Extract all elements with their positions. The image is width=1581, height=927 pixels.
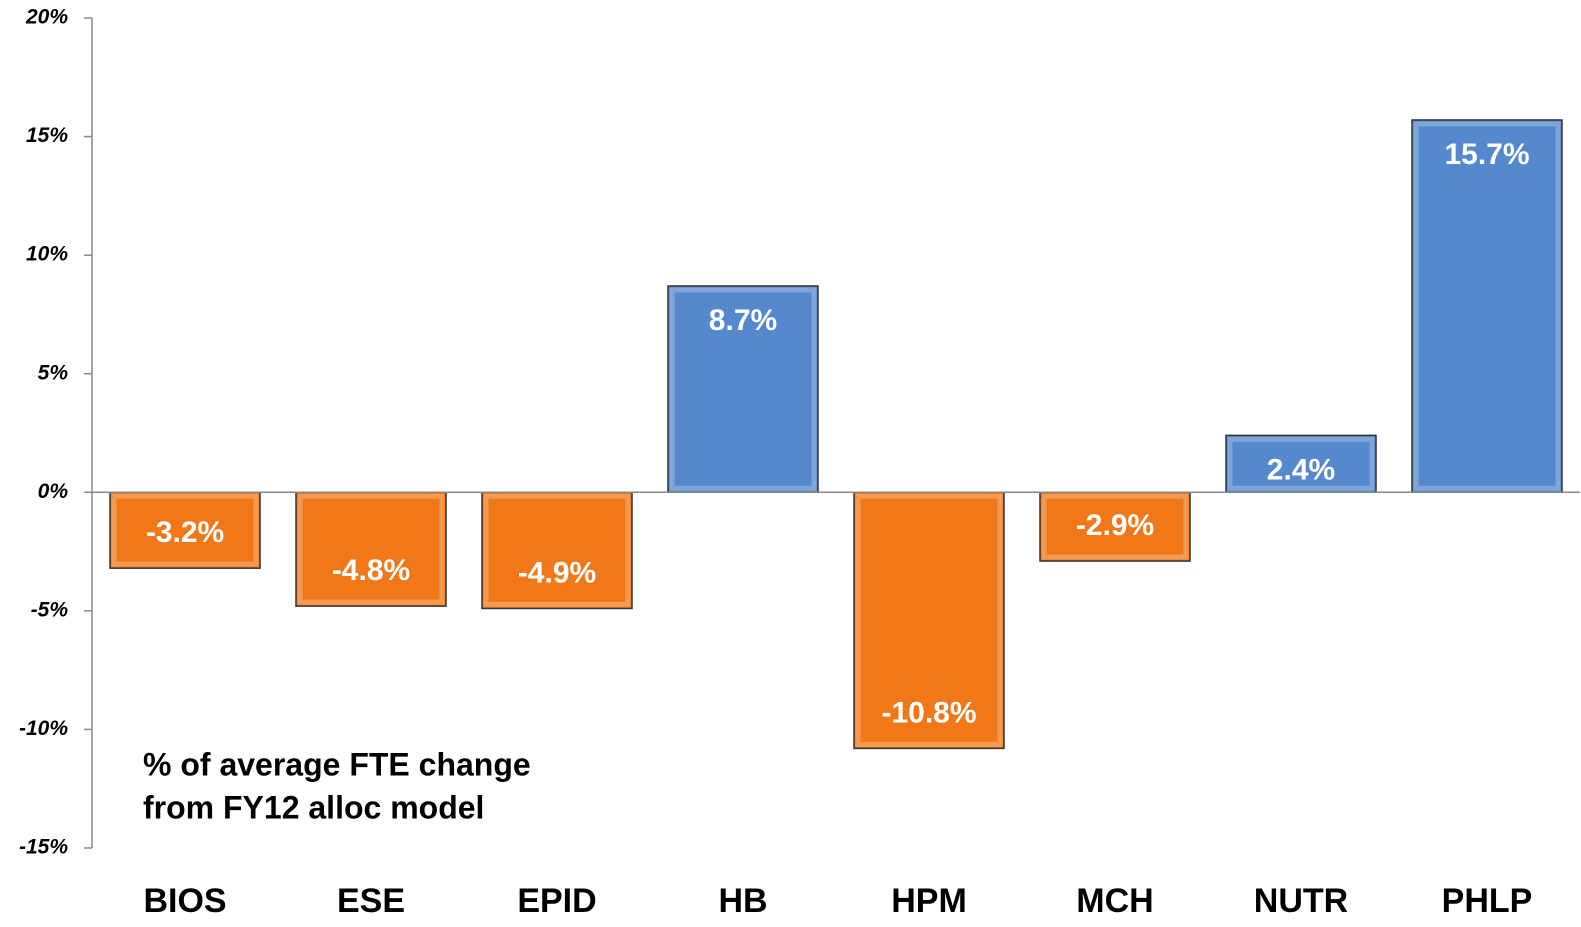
bar-bevel: [1227, 436, 1375, 491]
y-tick-label: -10%: [19, 717, 68, 740]
value-label: 15.7%: [1444, 138, 1529, 171]
bar: [1039, 491, 1191, 562]
x-tick-label: MCH: [1076, 882, 1153, 920]
y-tick-label: 20%: [25, 6, 68, 29]
value-label: -4.9%: [518, 556, 596, 589]
bar-bevel: [483, 493, 631, 607]
value-label: -2.9%: [1076, 509, 1154, 542]
bar: [295, 491, 447, 607]
annotation: % of average FTE change: [143, 746, 531, 782]
bar-bevel: [1041, 493, 1189, 560]
bar-bevel: [855, 493, 1003, 747]
bar-bevel: [1413, 121, 1561, 491]
value-label: -4.8%: [332, 554, 410, 587]
y-tick-label: 5%: [38, 361, 69, 384]
y-tick-label: -5%: [31, 598, 69, 621]
value-label: -3.2%: [146, 516, 224, 549]
bar: [1411, 119, 1563, 494]
value-label: 8.7%: [709, 304, 777, 337]
x-tick-label: NUTR: [1254, 882, 1348, 920]
value-label: -10.8%: [881, 696, 976, 729]
bar: [1225, 434, 1377, 494]
bar: [853, 491, 1005, 750]
y-tick-label: 15%: [26, 124, 68, 147]
value-label: 2.4%: [1267, 453, 1335, 486]
bar-bevel: [111, 493, 259, 567]
bar: [109, 491, 261, 569]
annotation: from FY12 alloc model: [143, 789, 484, 825]
y-tick-label: -15%: [19, 836, 68, 859]
x-tick-label: PHLP: [1442, 882, 1533, 920]
x-tick-label: ESE: [337, 882, 405, 920]
x-tick-label: HB: [718, 882, 767, 920]
x-tick-label: BIOS: [143, 882, 226, 920]
bar: [667, 285, 819, 494]
bar-bevel: [297, 493, 445, 605]
x-tick-label: HPM: [891, 882, 967, 920]
y-tick-label: 10%: [26, 243, 68, 266]
bar-bevel: [669, 287, 817, 491]
y-tick-label: 0%: [38, 480, 69, 503]
x-tick-label: EPID: [517, 882, 596, 920]
bar: [481, 491, 633, 610]
